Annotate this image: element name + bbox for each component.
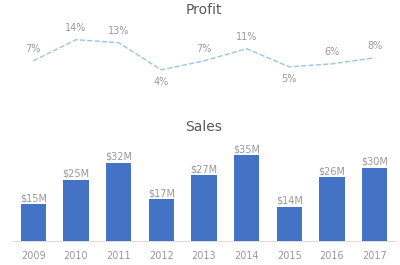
Bar <box>276 207 302 241</box>
Text: 11%: 11% <box>236 32 257 42</box>
Text: 7%: 7% <box>196 44 212 54</box>
Text: 6%: 6% <box>324 47 340 57</box>
Text: $15M: $15M <box>20 193 47 204</box>
Bar <box>106 163 132 241</box>
Title: Sales: Sales <box>186 120 222 134</box>
Bar <box>148 200 174 241</box>
Text: $32M: $32M <box>105 152 132 162</box>
Text: 14%: 14% <box>65 23 87 33</box>
Text: $35M: $35M <box>233 144 260 154</box>
Text: $26M: $26M <box>318 166 346 176</box>
Text: 7%: 7% <box>26 44 41 54</box>
Text: $14M: $14M <box>276 196 303 206</box>
Text: 5%: 5% <box>282 74 297 84</box>
Text: 4%: 4% <box>154 77 169 87</box>
Bar <box>234 155 260 241</box>
Text: $17M: $17M <box>148 188 175 198</box>
Text: 8%: 8% <box>367 41 382 51</box>
Bar <box>319 178 345 241</box>
Title: Profit: Profit <box>186 3 222 17</box>
Bar <box>362 168 388 241</box>
Bar <box>191 175 217 241</box>
Text: 13%: 13% <box>108 26 129 36</box>
Bar <box>63 180 89 241</box>
Text: $25M: $25M <box>62 169 90 179</box>
Bar <box>20 204 46 241</box>
Text: $30M: $30M <box>361 157 388 167</box>
Text: $27M: $27M <box>190 164 218 174</box>
